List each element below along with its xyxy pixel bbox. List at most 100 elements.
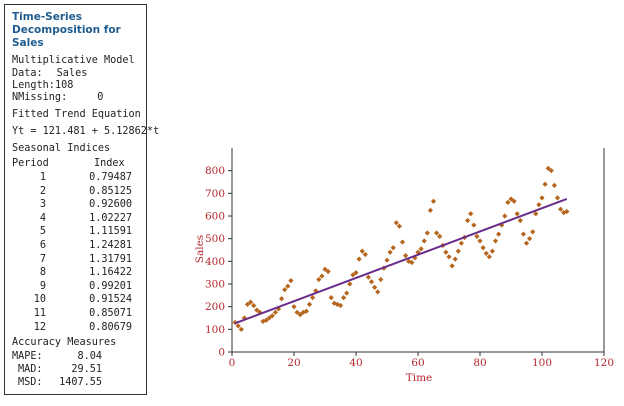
seasonal-row: 11 0.85071 [12,307,146,321]
data-point [393,220,399,226]
data-point [564,208,570,215]
data-point [412,255,418,261]
data-point [356,256,362,262]
trend-equation: Yt = 121.481 + 5.12862*t [12,126,160,137]
length-label: Length: [12,80,55,91]
data-point [291,304,297,310]
y-tick-label: 600 [205,211,225,223]
index-cell: 0.91524 [89,294,132,306]
seasonal-row: 5 1.11591 [12,225,146,239]
data-point [300,309,306,315]
data-point [434,230,440,236]
period-cell: 7 [39,253,46,265]
trend-heading: Fitted Trend Equation [12,109,141,120]
data-point [424,230,430,236]
data-point [266,315,272,321]
data-points [232,165,570,332]
seasonal-row: 7 1.31791 [12,253,146,267]
data-point [403,253,409,259]
period-cell: 10 [33,294,46,306]
data-point [384,257,390,263]
index-cell: 1.31791 [89,253,132,265]
data-point [319,273,325,279]
y-tick-label: 500 [205,233,225,245]
x-tick-label: 80 [473,357,486,369]
accuracy-label: MSD: [18,377,43,389]
period-cell: 5 [39,226,46,238]
data-point [527,236,533,242]
data-point [310,295,316,301]
seasonal-heading: Seasonal Indices [12,143,111,154]
seasonal-row: 8 1.16422 [12,266,146,280]
index-cell: 0.85125 [89,185,132,197]
period-cell: 9 [39,280,46,292]
data-label: Data: [12,68,43,79]
y-tick-label: 300 [205,279,225,291]
data-value: Sales [56,68,88,79]
data-point [455,248,461,254]
data-point [279,296,285,302]
data-point [471,222,477,228]
data-point [372,284,378,290]
data-point [496,231,502,237]
index-cell: 0.79487 [89,172,132,183]
period-cell: 1 [39,172,46,183]
period-cell: 12 [33,321,46,333]
x-axis-label: Time [406,372,433,384]
data-point [257,309,263,315]
data-point [551,182,557,188]
length-value: 108 [54,80,74,91]
seasonal-row: 2 0.85125 [12,185,146,199]
data-point [269,313,275,319]
x-tick-label: 100 [532,357,552,369]
data-point [341,295,347,301]
data-point [359,248,365,254]
data-point [303,308,309,314]
period-cell: 2 [39,185,46,197]
data-point [344,290,350,296]
accuracy-row: MSD: 1407.55 [12,376,146,389]
y-tick-label: 0 [218,347,225,359]
index-cell: 0.85071 [89,307,132,319]
accuracy-value: 8.04 [77,351,102,363]
index-cell: 1.16422 [89,267,132,279]
seasonal-table-body: 1 0.79487 2 0.85125 3 0.92600 4 1.02227 5 1.11591… [12,171,146,334]
data-point [328,295,334,301]
data-point [285,283,291,289]
accuracy-row: MAPE: 8.04 [12,350,146,363]
data-point [492,238,499,244]
x-tick-label: 40 [349,357,362,369]
data-point [520,231,526,237]
data-point [235,323,241,329]
data-point [390,245,396,251]
seasonal-row: 9 0.99201 [12,280,146,294]
accuracy-table: MAPE: 8.04 MAD: 29.51 MSD: 1407.55 [12,350,146,389]
data-point [514,211,520,217]
data-point [365,274,371,280]
x-tick-label: 60 [411,357,424,369]
data-point [437,233,443,239]
model-type: Multiplicative Model [12,55,135,66]
data-point [251,302,257,309]
seasonal-row: 10 0.91524 [12,293,146,307]
data-point [337,302,344,309]
data-row: Data: Sales [12,68,146,80]
data-point [452,256,458,262]
data-point [418,246,424,252]
period-cell: 6 [39,239,46,251]
seasonal-row: 3 0.92600 [12,198,146,212]
data-point [272,309,278,315]
data-point [347,281,353,287]
accuracy-label: MAD: [18,364,43,376]
axes: 0 20 40 60 80 100 120 0 100 200 300 400 500 600 700 800 [205,148,614,369]
index-cell: 0.80679 [89,321,132,333]
seasonal-row: 1 0.79487 [12,171,146,185]
data-point [548,168,554,174]
data-point [288,278,294,284]
seasonal-table-header: Period Index [12,156,146,171]
period-cell: 4 [39,212,46,224]
period-cell: 8 [39,267,46,279]
data-point [486,254,492,260]
y-axis-label: Sales [194,235,206,263]
data-point [480,245,486,251]
